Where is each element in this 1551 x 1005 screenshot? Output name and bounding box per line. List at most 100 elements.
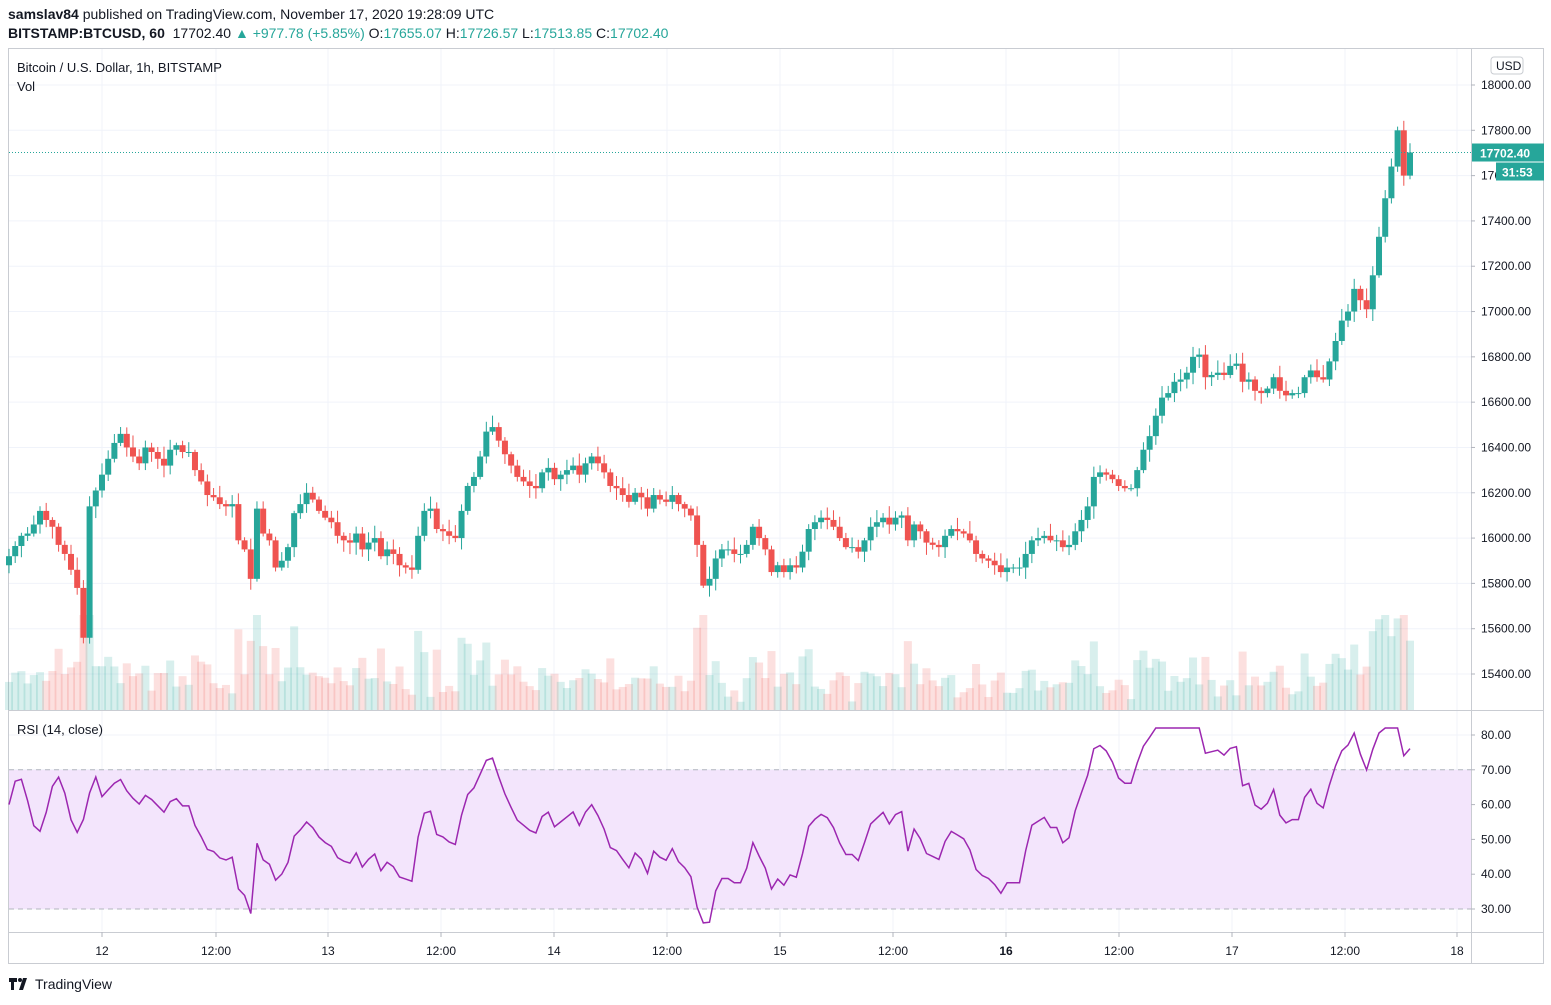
- candle-body: [830, 519, 837, 527]
- candle-body: [712, 558, 719, 579]
- volume-bar: [860, 671, 869, 710]
- volume-bar: [1201, 656, 1210, 710]
- volume-bar: [35, 672, 44, 710]
- volume-bar: [339, 681, 348, 710]
- candle-body: [458, 510, 465, 539]
- candle-body: [98, 474, 105, 491]
- volume-legend[interactable]: Vol: [17, 79, 36, 94]
- volume-bar: [600, 682, 609, 710]
- low-value: 17513.85: [533, 25, 593, 41]
- volume-bar: [308, 672, 317, 710]
- candle-body: [923, 531, 930, 543]
- rsi-tick-label: 70.00: [1481, 763, 1511, 777]
- volume-bar: [1393, 618, 1402, 710]
- time-tick-label: 12:00: [878, 944, 908, 958]
- volume-bar: [748, 657, 757, 710]
- candle-body: [1010, 567, 1017, 569]
- volume-bar: [135, 673, 144, 710]
- rsi-band-lines: [9, 769, 1471, 910]
- volume-bar: [1102, 692, 1111, 710]
- candle-body: [49, 519, 56, 527]
- volume-bar: [1158, 661, 1167, 710]
- candle-body: [191, 451, 198, 471]
- publish-date: published on TradingView.com, November 1…: [82, 6, 495, 22]
- price-pane-title[interactable]: Bitcoin / U.S. Dollar, 1h, BITSTAMP: [17, 60, 222, 75]
- volume-bar: [60, 674, 69, 710]
- volume-bar: [1232, 695, 1241, 710]
- candle-body: [787, 565, 794, 573]
- volume-bar: [1040, 680, 1049, 710]
- price-tick-label: 17800.00: [1481, 123, 1531, 137]
- volume-bar: [1282, 687, 1291, 710]
- volume-bar: [562, 688, 571, 710]
- up-arrow-icon: ▲: [234, 25, 249, 41]
- candle-body: [160, 458, 167, 466]
- price-tick-label: 16800.00: [1481, 350, 1531, 364]
- candle-body: [67, 553, 74, 570]
- candle-body: [948, 529, 955, 536]
- candle-body: [185, 451, 192, 453]
- candle-body: [638, 492, 645, 498]
- volume-bar: [85, 615, 94, 710]
- volume-bar: [953, 697, 962, 710]
- candle-body: [1053, 540, 1060, 542]
- volume-bar: [686, 680, 695, 710]
- candle-body: [669, 495, 676, 502]
- candle-body: [694, 515, 701, 545]
- high-value: 17726.57: [459, 25, 519, 41]
- price-tick-label: 15400.00: [1481, 667, 1531, 681]
- volume-bar: [841, 675, 850, 710]
- volume-bar: [1238, 651, 1247, 710]
- volume-bar: [519, 681, 528, 710]
- volume-bar: [1139, 650, 1148, 710]
- currency-label: USD: [1496, 59, 1522, 73]
- volume-bar: [1182, 678, 1191, 710]
- volume-bar: [228, 693, 237, 710]
- publisher-name[interactable]: samslav84: [8, 6, 79, 22]
- candle-body: [1159, 397, 1166, 416]
- volume-bar: [17, 671, 26, 710]
- candle-body: [148, 447, 155, 452]
- candle-body: [855, 547, 862, 552]
- candle-body: [179, 445, 186, 452]
- candle-body: [1171, 381, 1178, 394]
- volume-bar: [197, 661, 206, 710]
- volume-bar: [500, 659, 509, 710]
- volume-bar: [910, 663, 919, 710]
- volume-bar: [203, 664, 212, 710]
- candle-body: [365, 542, 372, 550]
- candle-body: [886, 517, 893, 525]
- volume-bar: [246, 640, 255, 710]
- candle-body: [632, 492, 639, 502]
- volume-bar: [1257, 685, 1266, 710]
- candle-body: [656, 495, 663, 500]
- candle-body: [1245, 379, 1252, 382]
- volume-bar: [141, 665, 150, 710]
- candle-body: [198, 470, 205, 482]
- volume-bar: [934, 686, 943, 710]
- volume-bar: [786, 672, 795, 710]
- volume-bar: [1027, 669, 1036, 710]
- candle-body: [1078, 519, 1085, 532]
- volume-bar: [122, 663, 131, 710]
- volume-bar: [271, 647, 280, 710]
- volume-bar: [1269, 671, 1278, 710]
- tradingview-logo[interactable]: TradingView: [8, 976, 112, 992]
- candle-body: [960, 531, 967, 534]
- volume-bar: [91, 666, 100, 710]
- candle-body: [384, 549, 391, 557]
- high-label: H:: [445, 25, 460, 41]
- volume-bar: [1052, 684, 1061, 710]
- volume-bar: [736, 701, 745, 710]
- volume-bar: [1009, 692, 1018, 710]
- candle-body: [898, 515, 905, 518]
- volume-bar: [618, 686, 627, 710]
- rsi-legend[interactable]: RSI (14, close): [17, 722, 103, 737]
- volume-bar: [866, 673, 875, 710]
- volume-bar: [1164, 690, 1173, 710]
- volume-bar: [1406, 640, 1414, 710]
- volume-bar: [1313, 685, 1322, 710]
- volume-bar: [240, 674, 249, 710]
- candle-body: [774, 565, 781, 573]
